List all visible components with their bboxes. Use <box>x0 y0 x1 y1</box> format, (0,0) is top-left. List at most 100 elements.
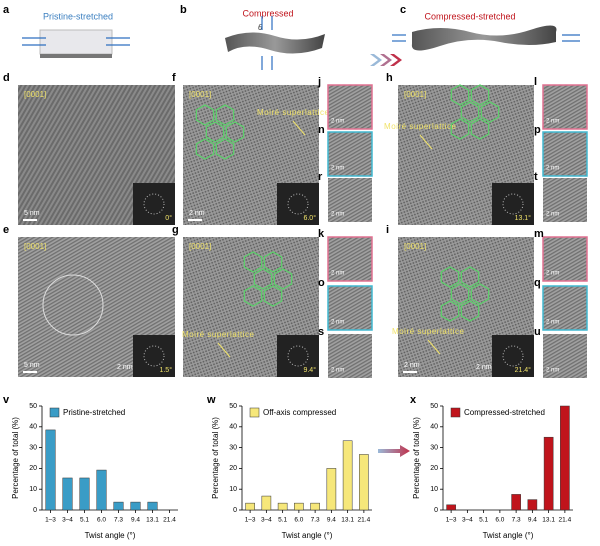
bar <box>130 501 141 511</box>
x-tick-label: 9.4 <box>131 517 140 524</box>
scale-label: 2 nm <box>546 320 559 326</box>
fft-spot <box>143 193 165 215</box>
fft-inset <box>133 183 175 225</box>
panel-letter: q <box>534 277 541 289</box>
y-tick-label: 0 <box>434 507 438 514</box>
bar <box>96 469 107 511</box>
y-axis-label: Percentage of total (%) <box>412 417 421 499</box>
bar <box>446 504 456 511</box>
bar <box>277 502 288 511</box>
y-tick-label: 50 <box>29 403 37 410</box>
hexagon-overlay <box>450 118 470 140</box>
x-tick-label: 6.0 <box>294 517 303 524</box>
hexagon-overlay <box>243 285 263 307</box>
zone-axis: [0001] <box>189 90 211 99</box>
scale-label: 2 nm <box>331 166 344 172</box>
y-tick-label: 50 <box>430 403 438 410</box>
panel-letter: x <box>410 394 417 406</box>
bar <box>261 495 272 511</box>
panel-letter: d <box>3 72 10 84</box>
fft-inset <box>133 335 175 377</box>
hexagon-overlay <box>195 104 215 126</box>
scale-bar <box>23 219 37 221</box>
fft-spot <box>287 345 309 367</box>
panel-letter: e <box>3 224 9 236</box>
x-tick-label: 21.4 <box>358 517 371 524</box>
stretch-arrows <box>22 37 130 46</box>
small-micrograph <box>328 334 372 378</box>
x-axis-label: Twist angle (°) <box>85 531 136 540</box>
panel-letter: o <box>318 277 325 289</box>
fft-spot <box>287 193 309 215</box>
panel-letter: v <box>3 394 10 406</box>
panel-letter: n <box>318 124 325 136</box>
small-micrograph <box>327 84 373 130</box>
pointer <box>427 339 441 355</box>
hexagon-overlay <box>195 138 215 160</box>
sheet-edge <box>40 54 112 58</box>
small-micrograph <box>328 178 372 222</box>
panel-letter: m <box>534 228 544 240</box>
y-tick-label: 0 <box>33 507 37 514</box>
scale-label: 2 nm <box>331 271 344 277</box>
scale-bar <box>23 371 37 373</box>
scale-label: 2 nm <box>404 362 420 369</box>
panel-letter: w <box>206 394 216 406</box>
hexagon-overlay <box>470 283 490 305</box>
hexagon-overlay <box>225 121 245 143</box>
scale-label: 5 nm <box>24 362 40 369</box>
stretched-slab <box>411 25 557 51</box>
transition-arrow <box>378 445 410 457</box>
x-tick-label: 21.4 <box>163 517 176 524</box>
highlight-circle <box>42 274 104 336</box>
fft-spot <box>143 345 165 367</box>
fft-inset <box>277 335 319 377</box>
panel-letter: t <box>534 171 538 183</box>
bar <box>359 454 369 511</box>
panel-letter: j <box>317 76 321 88</box>
hexagon-overlay <box>215 104 235 126</box>
x-axis-label: Twist angle (°) <box>483 531 534 540</box>
bar <box>147 501 158 511</box>
hexagon-overlay <box>273 268 293 290</box>
scale-label: 2 nm <box>331 368 344 374</box>
bar <box>543 436 554 511</box>
hexagon-overlay <box>263 285 283 307</box>
moire-label: Moiré superlattice <box>257 108 330 117</box>
pointer <box>419 134 433 150</box>
x-tick-label: 1–3 <box>45 517 56 524</box>
twist-angle: 6.0° <box>303 214 316 222</box>
panel-letter: a <box>3 4 10 16</box>
scale-label: 2 nm <box>546 212 559 218</box>
twist-angle: 0° <box>165 214 172 222</box>
x-tick-label: 3–4 <box>62 517 73 524</box>
panel-letter: u <box>534 326 541 338</box>
y-tick-label: 10 <box>430 486 438 493</box>
scale-bar <box>403 371 417 373</box>
scale-label: 2 nm <box>546 368 559 374</box>
hexagon-overlay <box>450 84 470 106</box>
y-axis-label: Percentage of total (%) <box>11 417 20 499</box>
x-tick-label: 21.4 <box>559 517 572 524</box>
y-tick-label: 0 <box>233 507 237 514</box>
x-tick-label: 5.1 <box>479 517 488 524</box>
zone-axis: [0001] <box>24 242 46 251</box>
y-tick-label: 50 <box>229 403 237 410</box>
zone-axis: [0001] <box>404 90 426 99</box>
panel-letter: k <box>318 228 325 240</box>
bar <box>342 440 353 511</box>
small-micrograph <box>327 131 373 177</box>
small-micrograph <box>327 285 373 331</box>
panel-letter: g <box>172 224 179 236</box>
scale-label: 2 nm <box>331 212 344 218</box>
legend-swatch <box>450 407 461 418</box>
scale-bar <box>188 219 202 221</box>
x-tick-label: 13.1 <box>146 517 159 524</box>
zone-axis: [0001] <box>404 242 426 251</box>
compressed-slab <box>225 32 325 54</box>
legend-label: Off-axis compressed <box>263 408 336 417</box>
panel-letter: h <box>386 72 393 84</box>
schematic-label: Compressed-stretched <box>424 11 515 21</box>
hexagon-overlay <box>440 266 460 288</box>
x-tick-label: 7.3 <box>114 517 123 524</box>
